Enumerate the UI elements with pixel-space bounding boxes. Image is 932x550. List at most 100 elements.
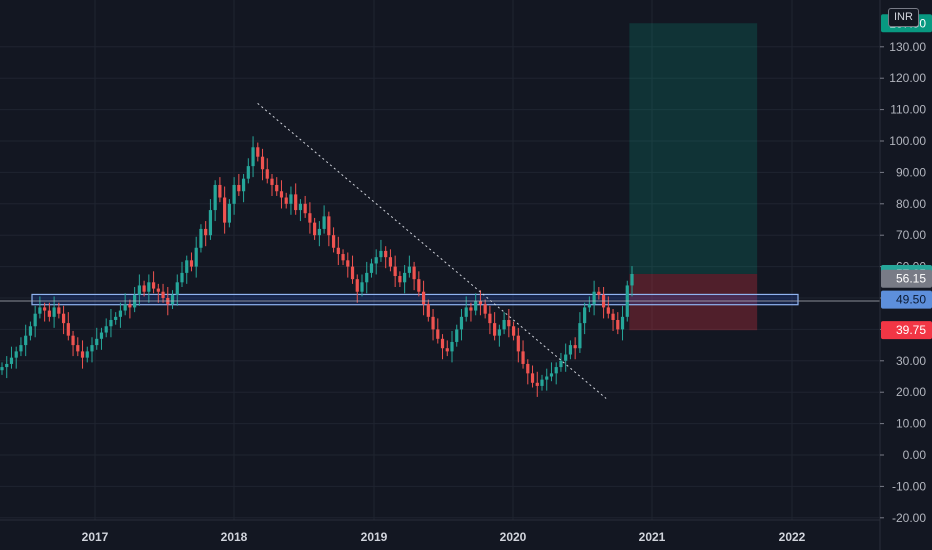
candle [213,180,217,222]
y-tick-label: 20.00 [896,385,926,399]
time-axis-background [0,520,932,550]
x-tick-label: 2022 [779,530,806,544]
candle [341,249,345,266]
grid-lines [0,0,880,520]
candle [578,312,582,353]
candle [52,296,56,328]
candle [313,217,317,240]
candle [9,346,14,369]
x-tick-label: 2019 [361,530,388,544]
candle [360,274,364,297]
currency-badge[interactable]: INR [888,8,919,27]
candle [85,346,89,363]
candle [251,136,255,178]
svg-text:56.15: 56.15 [896,272,926,286]
candle [398,271,402,288]
candle [573,337,577,360]
candle [474,293,478,316]
candle [540,374,544,391]
candle [412,261,416,291]
y-tick-label: 100.00 [889,134,926,148]
breakout-zone[interactable] [31,293,799,306]
profit-zone[interactable] [629,23,758,274]
candle [123,293,127,316]
stop-zone[interactable] [629,273,758,331]
candle [374,249,378,275]
candle [436,318,440,344]
candle [279,180,284,209]
candle [147,274,151,303]
candle [322,205,326,234]
candle [80,340,85,369]
x-tick-label: 2017 [82,530,109,544]
price-tag: 56.15 [881,269,932,288]
candle [90,337,94,363]
candle [384,246,388,269]
price-tag: 39.75 [881,321,932,340]
trend-line[interactable] [257,102,607,399]
candle [431,308,435,341]
candle [559,352,563,372]
candle [303,195,307,218]
candle [379,239,383,262]
candle [521,340,525,369]
candle [317,221,321,247]
candle [455,324,459,347]
candle [549,362,554,382]
candle [450,330,454,363]
candle [142,280,146,297]
candle [426,299,430,322]
x-tick-label: 2021 [639,530,666,544]
candle [403,265,407,294]
candle [417,271,421,297]
candle [241,173,246,203]
candle [208,199,213,240]
candle [260,148,265,181]
y-tick-label: 70.00 [896,228,926,242]
y-tick-label: 0.00 [903,448,927,462]
candle [488,305,492,335]
long-position-tool[interactable] [629,23,758,331]
candle [535,371,539,397]
y-tick-label: 120.00 [889,71,926,85]
time-axis[interactable]: 2017 2018 2019 2020 2021 2022 [0,519,932,550]
candle [421,280,426,316]
candle [611,308,615,331]
candle [587,296,591,313]
candle [33,305,37,338]
candle [76,337,80,357]
candle [289,186,293,215]
candle [99,327,104,350]
resistance-rectangle[interactable] [31,293,799,306]
candle [516,327,520,363]
candle [445,340,449,357]
candle [57,302,61,319]
candle [294,183,298,215]
candle [14,346,18,369]
candle [459,308,464,341]
descending-trend-line[interactable] [257,102,607,399]
candle [530,365,535,388]
candles [0,136,634,397]
candle [114,312,118,325]
candle [204,221,208,247]
candle [218,177,222,203]
x-tick-label: 2018 [221,530,248,544]
y-tick-label: 30.00 [896,354,926,368]
candle [616,312,620,335]
candle [24,324,28,357]
candle [606,296,610,319]
candle [365,261,369,294]
candle [393,255,397,288]
candle [47,302,51,322]
candle [497,324,501,347]
candle [308,202,312,234]
candle [227,199,231,228]
candle [331,227,336,253]
y-tick-label: 130.00 [889,40,926,54]
candle [246,158,250,184]
candle [568,340,573,360]
candle [483,299,487,319]
candle [478,290,483,316]
